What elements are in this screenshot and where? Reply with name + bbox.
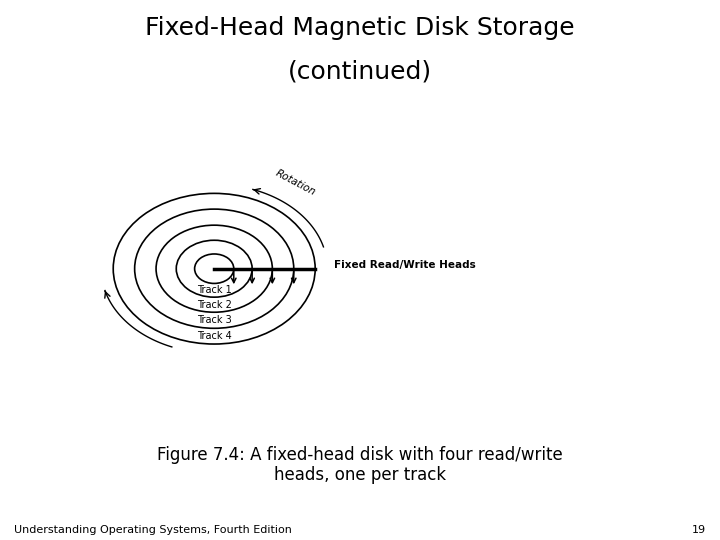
Text: Track 4: Track 4 <box>197 331 232 341</box>
Text: Track 2: Track 2 <box>197 300 232 310</box>
Text: Figure 7.4: A fixed-head disk with four read/write
heads, one per track: Figure 7.4: A fixed-head disk with four … <box>157 446 563 484</box>
Text: Fixed-Head Magnetic Disk Storage: Fixed-Head Magnetic Disk Storage <box>145 16 575 40</box>
Text: Track 3: Track 3 <box>197 315 232 325</box>
Text: 19: 19 <box>691 524 706 535</box>
Text: Rotation: Rotation <box>274 168 317 198</box>
Text: Fixed Read/Write Heads: Fixed Read/Write Heads <box>333 260 475 271</box>
Text: Understanding Operating Systems, Fourth Edition: Understanding Operating Systems, Fourth … <box>14 524 292 535</box>
Text: Track 1: Track 1 <box>197 285 232 295</box>
Text: (continued): (continued) <box>288 59 432 83</box>
